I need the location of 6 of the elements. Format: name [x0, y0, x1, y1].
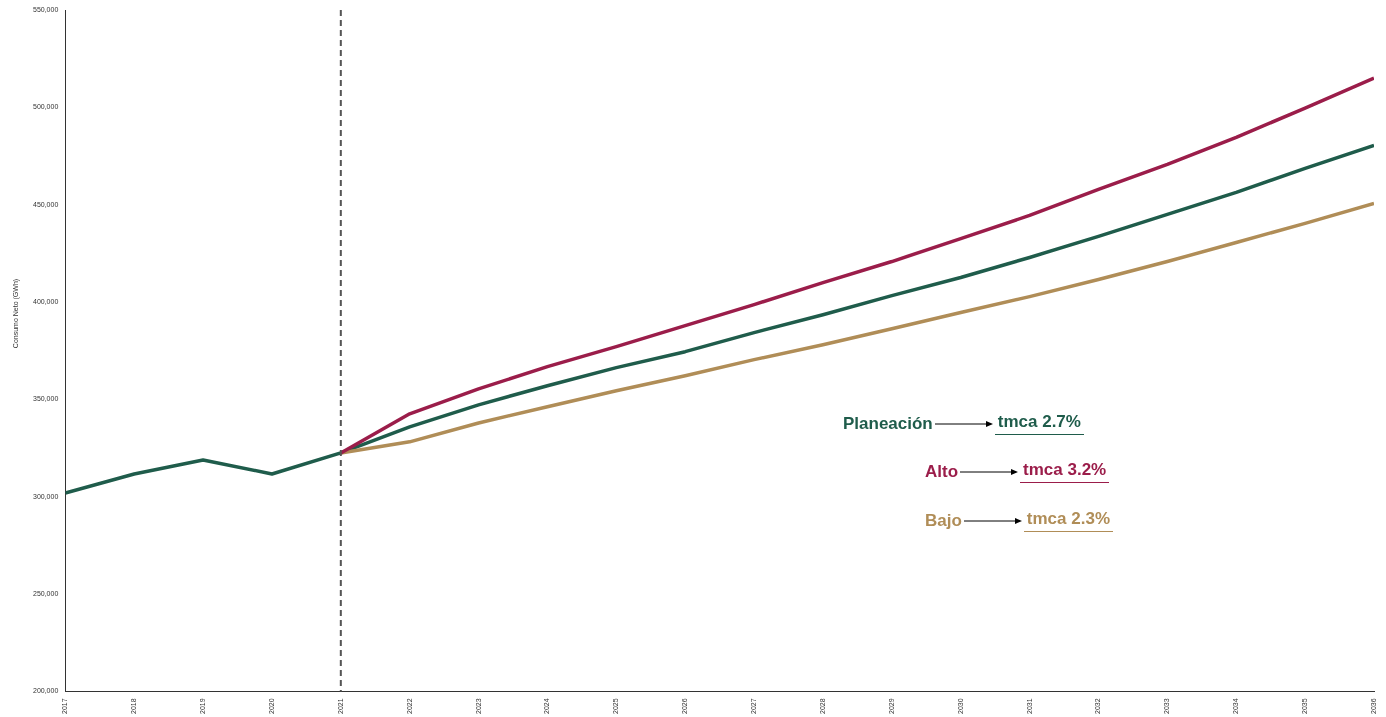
text: Alto: [925, 461, 959, 482]
annotation: tmca 2.7%: [994, 412, 1084, 435]
annotation: tmca 2.3%: [1023, 509, 1114, 532]
annotation: tmca 3.2%: [1020, 460, 1110, 483]
text: Planeación: [843, 413, 933, 434]
text: Bajo: [925, 510, 962, 531]
